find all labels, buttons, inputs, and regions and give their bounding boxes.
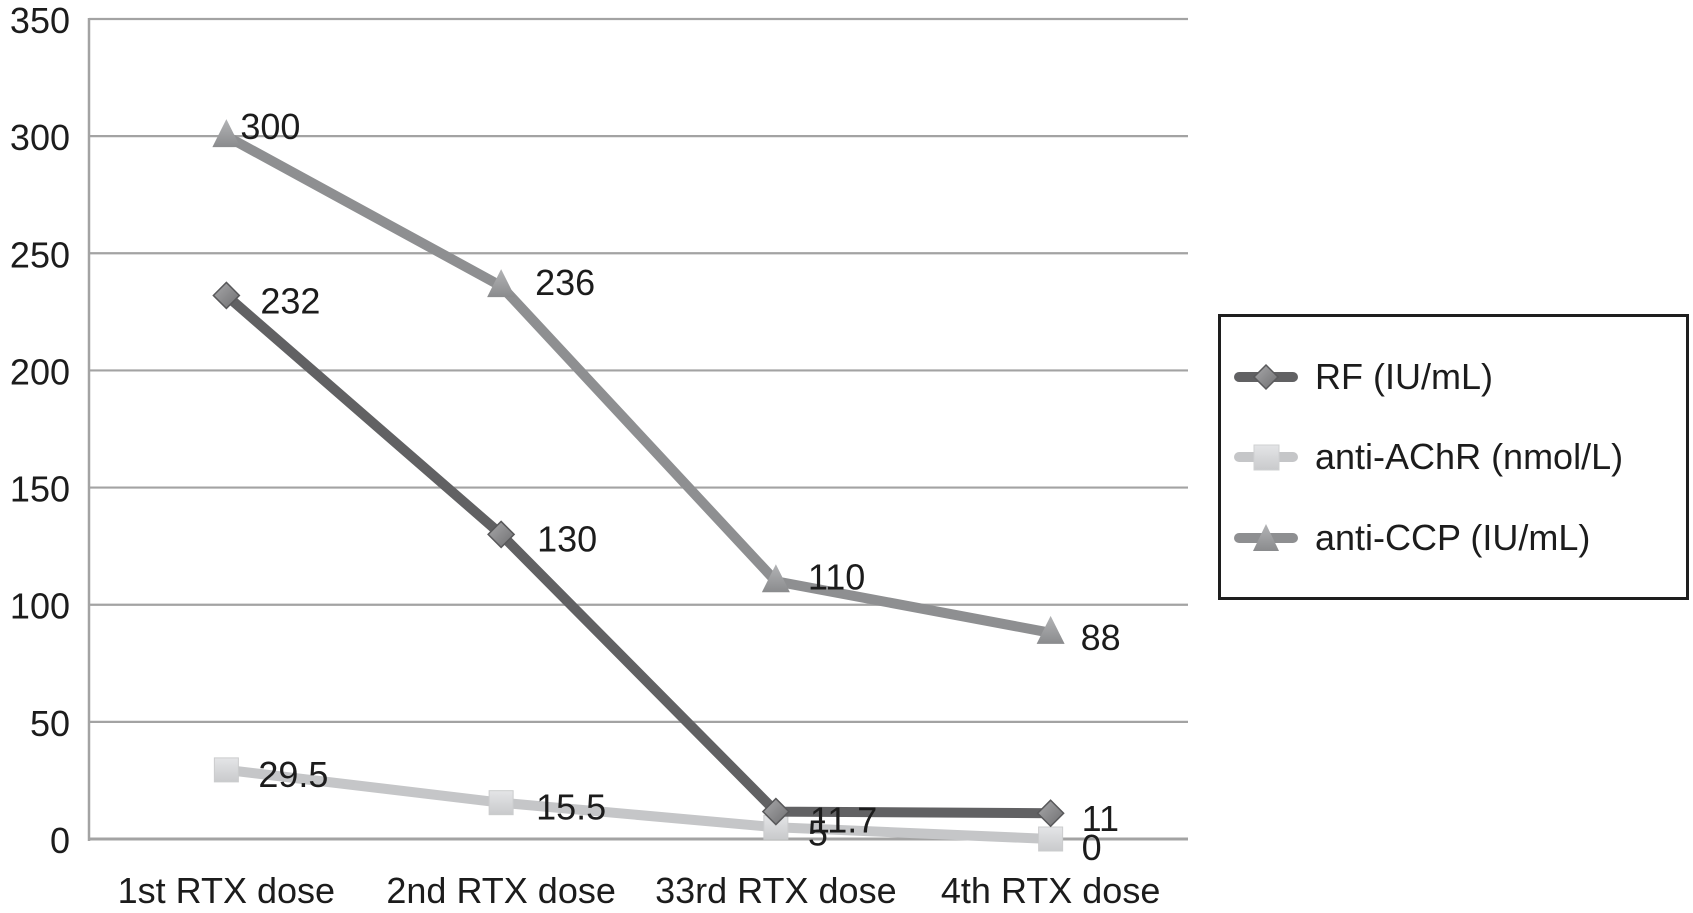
x-category-label: 2nd RTX dose xyxy=(386,870,615,911)
legend-label-rf: RF (IU/mL) xyxy=(1315,356,1493,397)
y-tick-label: 50 xyxy=(30,703,70,744)
square-marker-icon xyxy=(488,790,514,816)
legend-label-anti-ccp: anti-CCP (IU/mL) xyxy=(1315,517,1591,558)
data-label: 236 xyxy=(535,262,595,303)
data-label: 130 xyxy=(537,518,597,559)
series-square xyxy=(213,757,1064,852)
x-category-label: 33rd RTX dose xyxy=(655,870,896,911)
data-label: 11.7 xyxy=(810,800,877,841)
x-category-label: 1st RTX dose xyxy=(118,870,335,911)
data-label: 300 xyxy=(240,106,300,147)
y-tick-label: 350 xyxy=(10,0,70,41)
data-label: 29.5 xyxy=(258,754,328,795)
diamond-marker-icon xyxy=(1234,363,1298,391)
diamond-marker-icon xyxy=(212,281,241,310)
series-line xyxy=(223,291,1051,819)
legend-label-anti-achr: anti-AChR (nmol/L) xyxy=(1315,436,1624,477)
triangle-marker-icon xyxy=(1234,524,1298,551)
series-diamond xyxy=(212,281,1065,828)
data-label: 88 xyxy=(1081,617,1121,658)
triangle-marker-icon xyxy=(212,119,241,148)
triangle-marker-icon xyxy=(1036,615,1065,644)
data-label: 15.5 xyxy=(536,787,606,828)
data-label: 0 xyxy=(1082,827,1102,868)
legend-item-anti-achr: anti-AChR (nmol/L) xyxy=(1233,432,1623,482)
y-axis-tick-labels: 0 50 100 150 200 250 300 350 xyxy=(10,0,70,861)
x-axis-category-labels: 1st RTX dose 2nd RTX dose 33rd RTX dose 4th… xyxy=(118,870,1161,911)
y-tick-label: 0 xyxy=(50,820,70,861)
legend-item-anti-ccp: anti-CCP (IU/mL) xyxy=(1233,513,1590,563)
legend-item-rf: RF (IU/mL) xyxy=(1233,352,1493,402)
y-tick-label: 200 xyxy=(10,351,70,392)
y-tick-label: 250 xyxy=(10,234,70,275)
series-line xyxy=(223,131,1052,638)
data-label: 232 xyxy=(260,280,320,321)
legend: RF (IU/mL) anti-AChR (nmol/L) anti-CCP (… xyxy=(1218,314,1689,600)
data-label: 11 xyxy=(1082,798,1119,839)
data-label: 110 xyxy=(808,556,865,597)
square-marker-icon xyxy=(1038,826,1064,852)
series-triangle xyxy=(212,119,1065,644)
y-tick-label: 300 xyxy=(10,117,70,158)
y-tick-label: 100 xyxy=(10,586,70,627)
data-series xyxy=(212,119,1065,852)
x-category-label: 4th RTX dose xyxy=(941,870,1160,911)
triangle-marker-icon xyxy=(487,269,516,298)
square-marker-icon xyxy=(1234,444,1298,471)
triangle-marker-icon xyxy=(761,564,790,593)
series-line xyxy=(225,764,1051,844)
y-tick-label: 150 xyxy=(10,469,70,510)
diamond-marker-icon xyxy=(1036,799,1065,828)
diamond-marker-icon xyxy=(761,797,790,826)
diamond-marker-icon xyxy=(487,520,516,549)
data-label: 5 xyxy=(808,812,828,853)
data-labels: 232 130 11.7 11 29.5 15.5 5 0 300 236 110 88 xyxy=(240,106,1120,868)
square-marker-icon xyxy=(213,757,239,783)
